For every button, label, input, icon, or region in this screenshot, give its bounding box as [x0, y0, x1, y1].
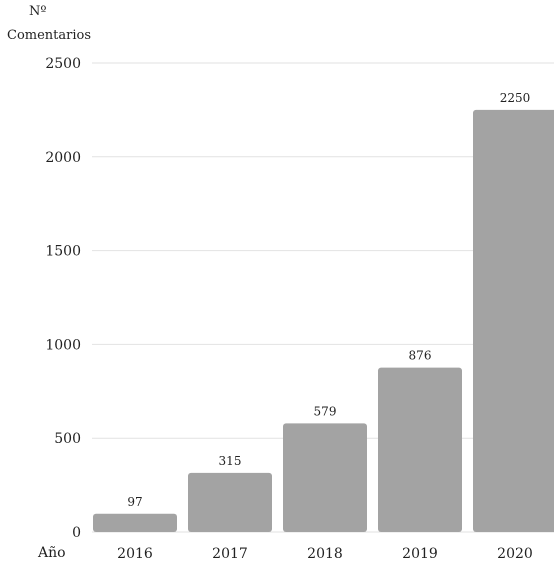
y-tick-label: 2500	[45, 56, 81, 72]
x-tick-label-2020: 2020	[497, 546, 533, 562]
x-tick-label-2016: 2016	[117, 546, 153, 562]
bar-2019	[378, 367, 462, 532]
data-label-2020: 2250	[500, 91, 531, 105]
data-label-2019: 876	[409, 349, 432, 363]
data-labels: 97 315 579 876 2250	[127, 91, 530, 509]
bar-2018	[283, 423, 367, 532]
y-axis-label-line-2: Comentarios	[7, 28, 92, 43]
y-axis-label-line-1: Nº	[29, 4, 47, 19]
data-label-2018: 579	[314, 404, 337, 418]
x-tick-label-2019: 2019	[402, 546, 438, 562]
y-tick-label: 1000	[45, 337, 81, 353]
y-tick-label: 1500	[45, 244, 81, 260]
bar-2016	[93, 513, 177, 532]
x-tick-label-2018: 2018	[307, 546, 343, 562]
bar-2020	[473, 109, 554, 532]
data-label-2016: 97	[127, 495, 142, 509]
x-axis-label: Año	[38, 545, 66, 561]
y-tick-label: 0	[72, 525, 81, 541]
data-label-2017: 315	[219, 454, 242, 468]
y-tick-label: 500	[54, 431, 81, 447]
x-tick-label-2017: 2017	[212, 546, 248, 562]
bar-2017	[188, 472, 272, 532]
y-tick-label: 2000	[45, 150, 81, 166]
y-tick-labels: 0 500 1000 1500 2000 2500	[45, 56, 81, 541]
x-tick-labels: 2016 2017 2018 2019 2020	[117, 546, 533, 562]
bars	[93, 109, 554, 532]
